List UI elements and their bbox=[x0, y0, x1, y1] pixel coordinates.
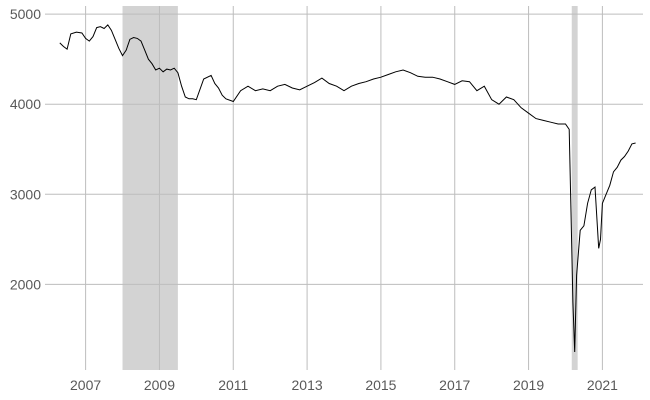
series-layer bbox=[59, 24, 636, 353]
vertical-gridlines bbox=[85, 6, 603, 370]
x-tick-label: 2009 bbox=[144, 377, 175, 393]
x-tick-label: 2011 bbox=[218, 377, 248, 393]
x-tick-label: 2007 bbox=[70, 377, 101, 393]
y-tick-label: 2000 bbox=[10, 276, 41, 292]
x-tick-label: 2019 bbox=[513, 377, 544, 393]
horizontal-gridlines bbox=[45, 13, 643, 285]
x-axis-tick-labels: 2007 2009 2011 2013 2015 2017 2019 2021 bbox=[70, 377, 618, 393]
y-tick-label: 3000 bbox=[10, 186, 41, 202]
x-tick-label: 2021 bbox=[587, 377, 618, 393]
shaded-period-2 bbox=[571, 6, 578, 370]
shaded-periods bbox=[122, 6, 578, 370]
y-tick-label: 4000 bbox=[10, 96, 41, 112]
shaded-period-1 bbox=[122, 6, 178, 370]
y-tick-label: 5000 bbox=[10, 6, 41, 22]
y-axis-tick-labels: 2000 3000 4000 5000 bbox=[10, 6, 41, 292]
x-tick-label: 2015 bbox=[365, 377, 396, 393]
series-line-1 bbox=[59, 24, 636, 353]
x-tick-label: 2013 bbox=[292, 377, 323, 393]
x-tick-label: 2017 bbox=[439, 377, 470, 393]
